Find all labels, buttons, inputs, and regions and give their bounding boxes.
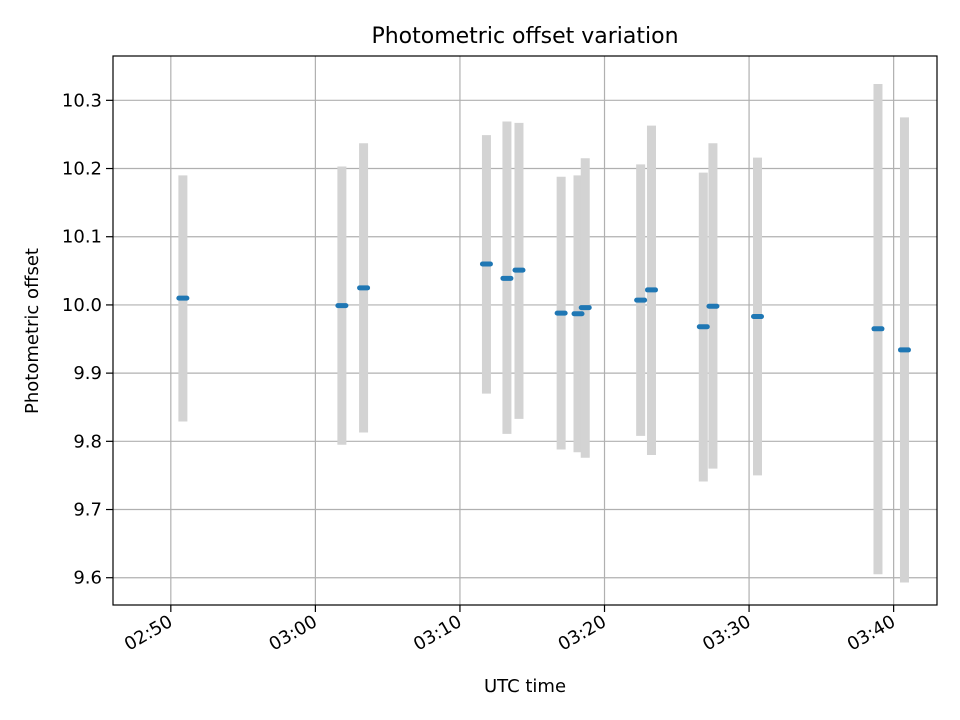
- y-axis-label: Photometric offset: [22, 248, 43, 414]
- plot-frame: [112, 55, 938, 606]
- y-tick-label: 9.7: [73, 500, 102, 521]
- grid: [113, 56, 937, 605]
- y-tick-label: 10.1: [62, 227, 102, 248]
- y-tick-label: 10.0: [62, 295, 102, 316]
- data-points: [176, 261, 911, 353]
- y-tick-label: 10.3: [62, 90, 102, 111]
- y-tick-label: 9.6: [73, 568, 102, 589]
- y-tick-label: 9.9: [73, 363, 102, 384]
- x-axis-label: UTC time: [484, 676, 566, 697]
- y-tick-label: 10.2: [62, 159, 102, 180]
- chart-title: Photometric offset variation: [371, 24, 678, 49]
- y-tick-label: 9.8: [73, 431, 102, 452]
